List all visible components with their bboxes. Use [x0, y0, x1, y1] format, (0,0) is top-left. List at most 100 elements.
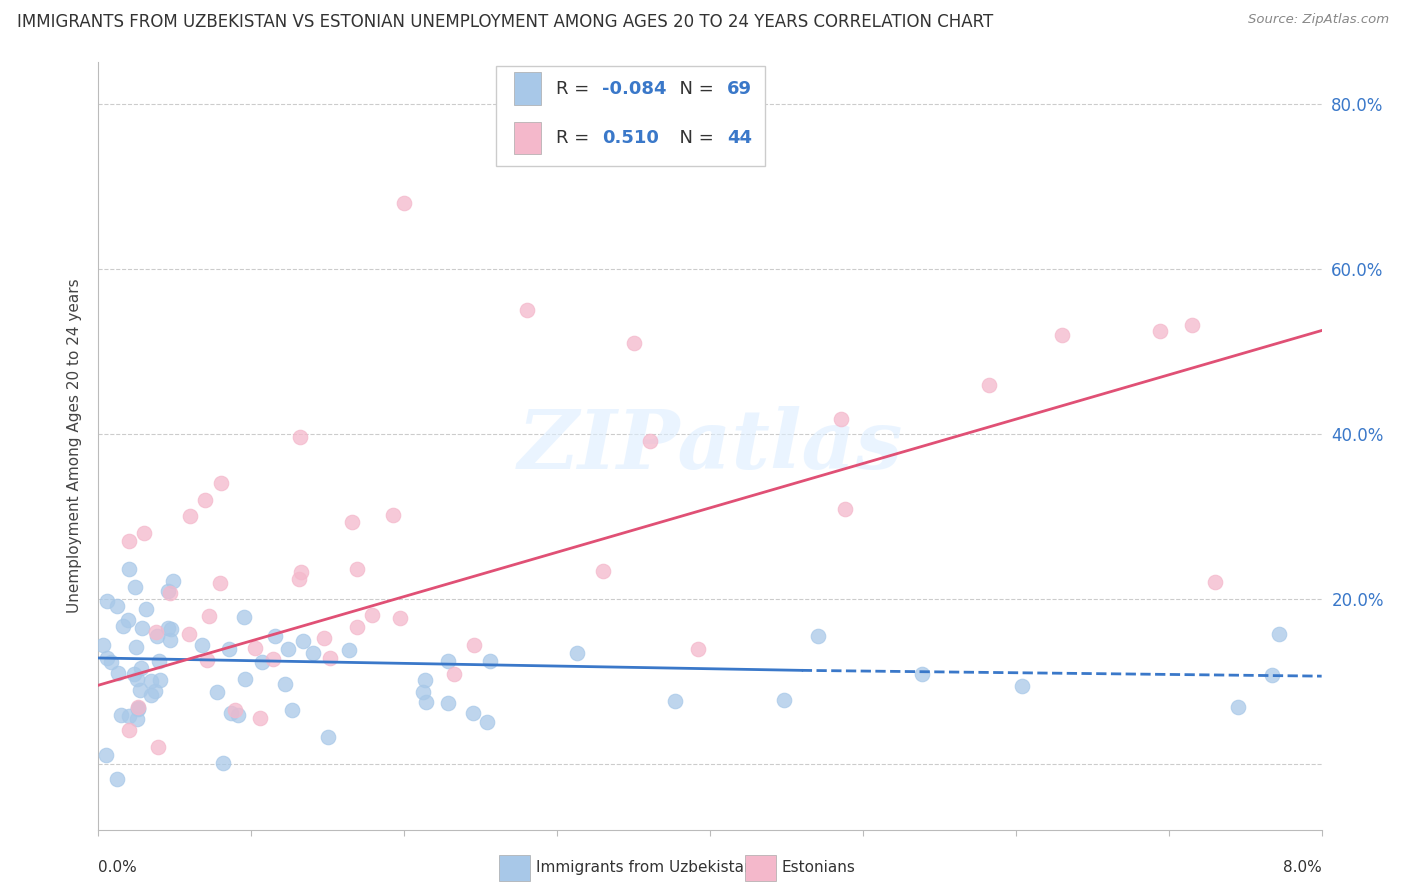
Point — [664, 694, 686, 708]
Text: 0.510: 0.510 — [602, 129, 659, 147]
Text: Immigrants from Uzbekistan: Immigrants from Uzbekistan — [536, 861, 754, 875]
Point — [1267, 627, 1289, 641]
Point — [118, 709, 141, 723]
Point — [807, 629, 830, 643]
Text: Estonians: Estonians — [782, 861, 856, 875]
Point — [516, 302, 538, 317]
Point — [160, 622, 183, 636]
Point — [157, 621, 180, 635]
Point — [1226, 700, 1249, 714]
Point — [96, 593, 118, 607]
Point — [346, 620, 368, 634]
Point — [145, 624, 167, 639]
Point — [125, 712, 148, 726]
Point — [463, 638, 485, 652]
Point — [118, 533, 141, 548]
Point — [148, 654, 170, 668]
Point — [274, 677, 297, 691]
Point — [443, 666, 465, 681]
Point — [209, 476, 232, 491]
Point — [288, 572, 311, 586]
Point — [233, 610, 256, 624]
FancyBboxPatch shape — [496, 66, 765, 166]
Point — [141, 688, 163, 702]
Point — [592, 564, 614, 578]
Point — [1261, 668, 1284, 682]
Point — [224, 703, 246, 717]
Point — [830, 412, 852, 426]
Point — [381, 508, 404, 522]
Point — [127, 673, 149, 687]
Point — [977, 377, 1000, 392]
Point — [1050, 327, 1073, 342]
Point — [638, 434, 661, 448]
Text: Source: ZipAtlas.com: Source: ZipAtlas.com — [1249, 13, 1389, 27]
Point — [437, 654, 460, 668]
Point — [312, 632, 335, 646]
Point — [139, 674, 162, 689]
Point — [127, 700, 149, 714]
Point — [131, 621, 153, 635]
Point — [337, 643, 360, 657]
Point — [157, 584, 180, 599]
Point — [195, 653, 218, 667]
Point — [197, 609, 219, 624]
Point — [96, 651, 118, 665]
Point — [118, 723, 141, 738]
Point — [479, 654, 502, 668]
Point — [623, 335, 645, 350]
Point — [263, 652, 285, 666]
Text: R =: R = — [555, 129, 595, 147]
Text: ZIPatlas: ZIPatlas — [517, 406, 903, 486]
Point — [105, 599, 128, 613]
Point — [134, 525, 156, 540]
Point — [122, 667, 145, 681]
Point — [288, 430, 311, 444]
Point — [388, 611, 411, 625]
Point — [413, 673, 436, 687]
Point — [149, 673, 172, 687]
Point — [226, 707, 249, 722]
Point — [143, 684, 166, 698]
Point — [436, 696, 458, 710]
Point — [277, 641, 299, 656]
Point — [1149, 324, 1171, 338]
Point — [145, 629, 167, 643]
Point — [772, 692, 794, 706]
Point — [221, 706, 243, 721]
Point — [110, 708, 132, 723]
Point — [129, 661, 152, 675]
Point — [567, 646, 589, 660]
Point — [117, 613, 139, 627]
Point — [128, 682, 150, 697]
Y-axis label: Unemployment Among Ages 20 to 24 years: Unemployment Among Ages 20 to 24 years — [67, 278, 83, 614]
Point — [125, 640, 148, 655]
Point — [302, 646, 325, 660]
Point — [252, 655, 274, 669]
Point — [1011, 679, 1033, 693]
Text: N =: N = — [668, 129, 720, 147]
Point — [191, 638, 214, 652]
Point — [834, 502, 856, 516]
Point — [233, 672, 256, 686]
Point — [107, 666, 129, 681]
Point — [316, 731, 339, 745]
Point — [127, 699, 149, 714]
Text: R =: R = — [555, 79, 595, 97]
Point — [249, 710, 271, 724]
Point — [281, 703, 304, 717]
Bar — [515, 122, 541, 154]
Point — [911, 666, 934, 681]
Point — [208, 576, 231, 591]
Point — [360, 607, 382, 622]
Bar — [515, 72, 541, 104]
Point — [218, 642, 240, 657]
Point — [477, 714, 499, 729]
Point — [205, 685, 228, 699]
Point — [124, 580, 146, 594]
Point — [686, 642, 709, 657]
Point — [340, 515, 363, 529]
Point — [135, 602, 157, 616]
Text: 44: 44 — [727, 129, 752, 147]
Point — [100, 655, 122, 669]
